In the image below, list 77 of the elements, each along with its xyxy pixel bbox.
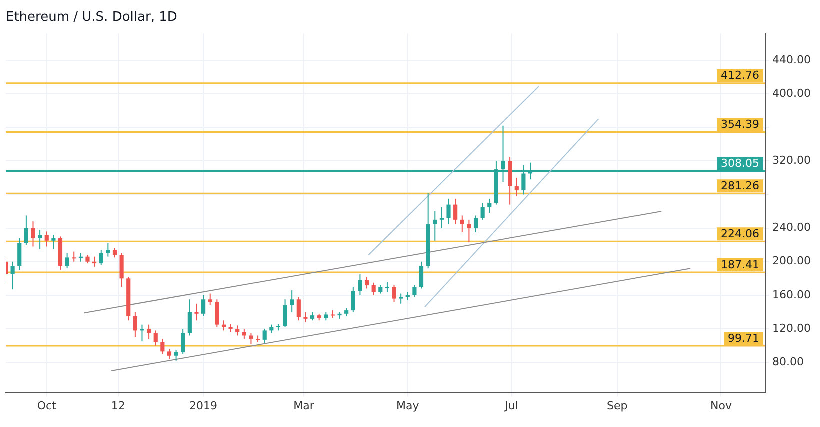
y-tick-label: 320.00 (772, 154, 812, 168)
candlestick (296, 296, 301, 322)
y-tick-label: 240.00 (772, 221, 812, 234)
candlestick (488, 198, 492, 214)
candlestick (364, 276, 370, 290)
candlestick (120, 252, 124, 288)
x-tick-label: May (396, 399, 420, 412)
candlestick (304, 312, 308, 323)
ref-line-label: 281.26 (721, 180, 760, 193)
ref-line-label: 99.71 (728, 332, 760, 345)
candlestick (18, 238, 22, 271)
candlestick (460, 215, 464, 234)
candlestick (474, 215, 478, 234)
ref-line-label: 308.05 (721, 157, 760, 170)
candlestick (167, 348, 172, 360)
y-tick-label: 440.00 (772, 53, 812, 66)
candlestick (140, 324, 144, 342)
y-tick-label: 200.00 (772, 254, 812, 268)
candlestick (412, 284, 417, 298)
candlestick (249, 332, 254, 345)
y-tick-label: 400.00 (772, 86, 812, 100)
candlestick (385, 282, 390, 293)
candlestick (222, 320, 226, 332)
ref-line-label: 187.41 (721, 258, 760, 272)
ref-line-label: 412.76 (721, 69, 760, 82)
candlestick (351, 286, 356, 313)
candlestick (454, 198, 458, 225)
y-tick-label: 120.00 (772, 322, 812, 335)
candlestick (174, 350, 178, 362)
candlestick (262, 328, 267, 344)
candlestick (194, 303, 199, 322)
candlestick (467, 219, 472, 244)
candlestick (283, 299, 288, 328)
x-tick-label: Jul (504, 399, 518, 412)
candlestick (154, 330, 158, 346)
candlestick (236, 325, 240, 336)
chart-title: Ethereum / U.S. Dollar, 1D (6, 10, 178, 26)
candlestick (399, 293, 404, 304)
candlestick (433, 211, 438, 242)
candlestick (52, 234, 56, 250)
candlestick (44, 231, 49, 248)
ref-line-label: 354.39 (721, 118, 760, 132)
candlestick (392, 284, 396, 303)
x-tick-label: Mar (294, 399, 315, 412)
candlestick (419, 261, 424, 290)
candlestick (24, 215, 28, 246)
candlestick (372, 282, 376, 296)
candlestick (65, 252, 70, 270)
candlestick (106, 242, 110, 258)
candlestick (208, 293, 212, 306)
x-tick-label: Nov (710, 399, 732, 412)
candlestick (72, 251, 76, 262)
candlestick (99, 250, 104, 266)
candlestick (290, 290, 294, 313)
candlestick (181, 328, 186, 355)
x-tick-label: Oct (37, 399, 58, 412)
ref-line-label: 224.06 (721, 228, 760, 241)
y-tick-label: 160.00 (772, 288, 812, 302)
candlestick (10, 261, 15, 290)
candlestick (147, 324, 152, 340)
candlestick (133, 312, 138, 338)
y-tick-label: 80.00 (772, 355, 804, 368)
candlestick (202, 294, 206, 317)
candlestick (188, 299, 192, 336)
candlestick (446, 198, 451, 225)
candlestick (31, 221, 36, 248)
candlestick (112, 248, 118, 258)
candlestick (514, 177, 519, 197)
candlestick (358, 274, 362, 296)
candlestick (440, 206, 444, 229)
candlestick (38, 229, 42, 250)
candlestick (215, 299, 220, 328)
x-tick-label: Sep (606, 399, 628, 412)
x-tick-label: 2019 (190, 399, 218, 412)
candlestick (160, 338, 165, 355)
x-tick-label: 12 (111, 399, 126, 412)
candlestick (480, 202, 485, 220)
